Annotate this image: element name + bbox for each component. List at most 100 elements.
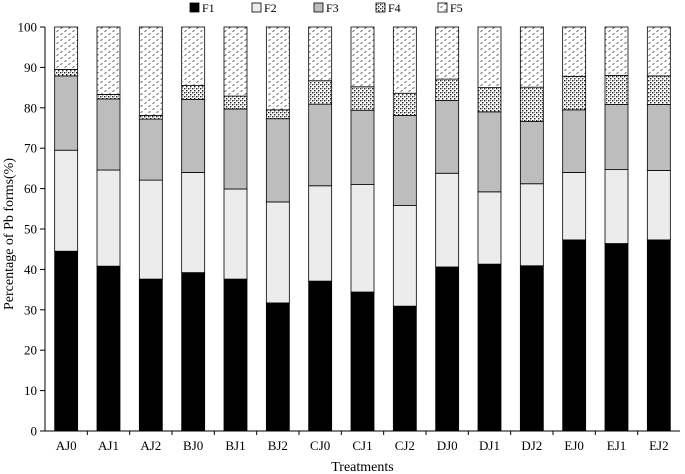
- x-tick-label: EJ2: [649, 438, 669, 453]
- x-tick-label: AJ0: [56, 438, 77, 453]
- bar-segment-f5: [604, 26, 629, 76]
- bar-stack-ej0: [562, 26, 587, 432]
- bar-segment-f3: [265, 118, 290, 203]
- bar-segment-f4: [96, 94, 121, 100]
- bar-segment-f4: [350, 86, 375, 111]
- y-tick-label: 0: [31, 424, 38, 439]
- bar-stack-cj2: [392, 26, 417, 432]
- y-tick-label: 80: [24, 100, 37, 115]
- x-tick-label: DJ0: [437, 438, 458, 453]
- bar-segment-f5: [350, 26, 375, 88]
- x-tick-label: CJ1: [352, 438, 372, 453]
- bar-segment-f3: [604, 104, 629, 171]
- bar-segment-f2: [562, 172, 587, 241]
- bar-stack-ej1: [604, 26, 629, 432]
- bar-segment-f1: [435, 266, 460, 432]
- bar-segment-f4: [562, 75, 587, 111]
- legend-swatch: [437, 2, 448, 13]
- bar-segment-f2: [138, 179, 163, 280]
- legend-item-f2: F2: [251, 1, 277, 15]
- bar-segment-f1: [477, 263, 502, 432]
- legend-swatch: [375, 2, 386, 13]
- bar-segment-f5: [96, 26, 121, 95]
- bar-segment-f5: [562, 26, 587, 77]
- x-axis-title: Treatments: [331, 460, 393, 474]
- bar-segment-f1: [562, 239, 587, 432]
- bar-segment-f2: [96, 169, 121, 267]
- y-tick-label: 60: [24, 181, 37, 196]
- bar-segment-f1: [54, 250, 79, 432]
- bar-segment-f2: [435, 172, 460, 268]
- legend-label: F1: [202, 1, 215, 15]
- x-tick-label: AJ1: [98, 438, 119, 453]
- bar-segment-f5: [181, 26, 206, 86]
- bar-segment-f5: [265, 26, 290, 111]
- bar-stack-ej2: [646, 26, 671, 432]
- bar-segment-f4: [265, 109, 290, 120]
- x-tick-label: BJ1: [225, 438, 245, 453]
- bar-segment-f1: [646, 239, 671, 432]
- bar-segment-f1: [138, 278, 163, 432]
- bar-segment-f4: [181, 85, 206, 100]
- bar-segment-f4: [477, 87, 502, 113]
- bar-stacks: [54, 26, 671, 432]
- x-axis-ticks: AJ0 AJ1 AJ2 BJ0 BJ1 BJ2 CJ0 CJ1 CJ2 DJ0 DJ1 DJ2 EJ0 E…: [56, 431, 669, 453]
- bar-segment-f1: [519, 265, 544, 432]
- bar-segment-f3: [350, 109, 375, 185]
- bar-segment-f5: [223, 26, 248, 97]
- bar-stack-dj0: [435, 26, 460, 432]
- legend: F1 F2 F3 F4 F5: [189, 1, 463, 15]
- bar-segment-f2: [646, 170, 671, 241]
- bar-segment-f2: [392, 205, 417, 307]
- bar-segment-f5: [519, 26, 544, 88]
- x-tick-label: EJ1: [607, 438, 627, 453]
- bar-segment-f2: [477, 191, 502, 265]
- legend-swatch: [251, 2, 262, 13]
- bar-stack-cj1: [350, 26, 375, 432]
- bar-segment-f1: [392, 305, 417, 432]
- bar-segment-f5: [138, 26, 163, 116]
- bar-segment-f4: [308, 80, 333, 105]
- bar-segment-f1: [308, 280, 333, 432]
- legend-label: F3: [326, 1, 339, 15]
- legend-item-f5: F5: [437, 1, 463, 15]
- bar-stack-aj1: [96, 26, 121, 432]
- legend-label: F5: [450, 1, 463, 15]
- legend-item-f4: F4: [375, 1, 401, 15]
- bar-segment-f1: [181, 272, 206, 432]
- bar-segment-f3: [54, 75, 79, 151]
- bar-stack-bj1: [223, 26, 248, 432]
- bar-stack-aj2: [138, 26, 163, 432]
- bar-segment-f2: [308, 185, 333, 282]
- bar-segment-f4: [54, 69, 79, 77]
- bar-segment-f2: [223, 188, 248, 280]
- bar-segment-f3: [646, 104, 671, 171]
- bar-segment-f4: [138, 115, 163, 120]
- bar-segment-f3: [138, 118, 163, 181]
- legend-item-f1: F1: [189, 1, 215, 15]
- bar-segment-f4: [646, 75, 671, 105]
- bar-segment-f5: [392, 26, 417, 94]
- bar-segment-f1: [350, 291, 375, 432]
- bar-segment-f5: [435, 26, 460, 80]
- bar-segment-f1: [604, 243, 629, 432]
- y-axis-ticks: 0 10 20 30 40 50 60 70 80 90 100: [18, 20, 45, 439]
- bar-segment-f5: [646, 26, 671, 77]
- bar-segment-f5: [477, 26, 502, 88]
- bar-segment-f3: [435, 100, 460, 174]
- bar-segment-f1: [96, 265, 121, 432]
- y-tick-label: 100: [18, 20, 38, 35]
- bar-segment-f4: [519, 86, 544, 122]
- x-tick-label: CJ0: [310, 438, 330, 453]
- bar-segment-f3: [96, 98, 121, 171]
- y-tick-label: 10: [24, 383, 37, 398]
- y-tick-label: 30: [24, 302, 37, 317]
- bar-stack-bj0: [181, 26, 206, 432]
- bar-segment-f1: [265, 302, 290, 432]
- legend-label: F2: [264, 1, 277, 15]
- x-tick-label: BJ2: [268, 438, 288, 453]
- bar-segment-f2: [350, 184, 375, 293]
- bar-stack-cj0: [308, 26, 333, 432]
- bar-segment-f4: [223, 95, 248, 110]
